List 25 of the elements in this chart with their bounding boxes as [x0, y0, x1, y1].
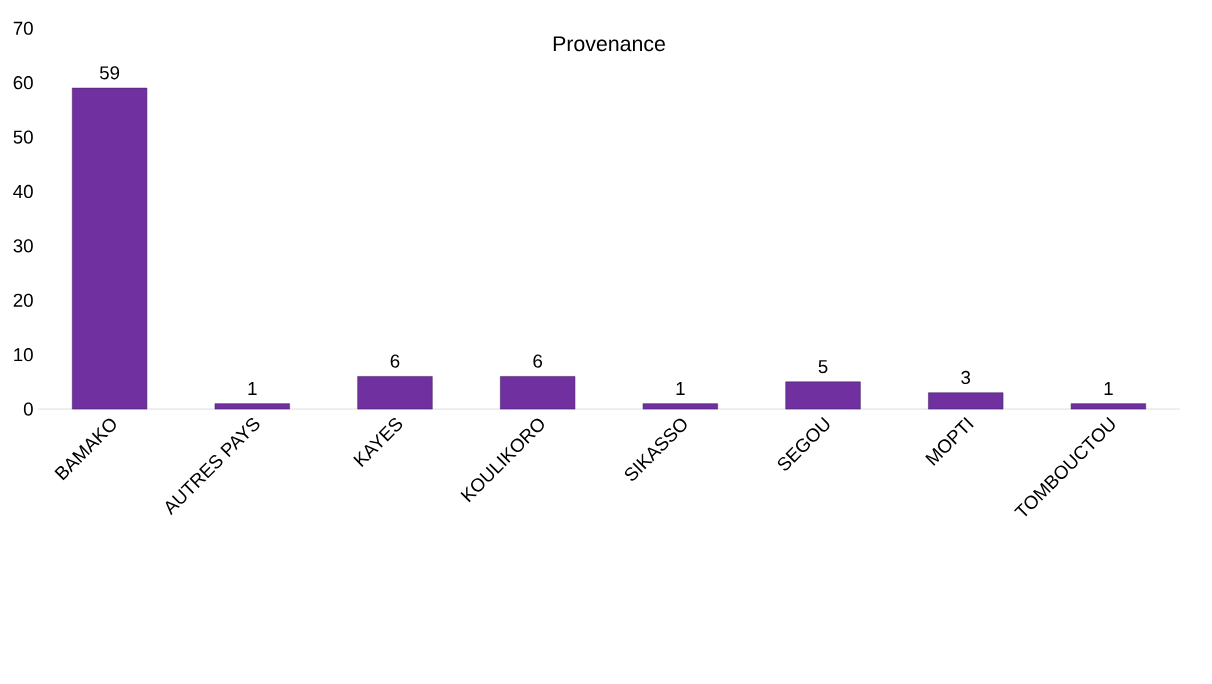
data-label: 6 — [533, 354, 543, 368]
data-label: 1 — [1104, 381, 1113, 395]
y-tick-label: 40 — [13, 184, 33, 198]
y-tick-label: 60 — [13, 75, 33, 90]
y-tick-label: 70 — [13, 21, 33, 35]
y-tick-label: 20 — [13, 293, 33, 307]
data-label: 1 — [248, 381, 257, 395]
bar — [214, 403, 290, 410]
data-label: 5 — [818, 360, 828, 374]
bar — [1070, 403, 1146, 410]
data-label: 3 — [961, 370, 971, 384]
bar — [500, 376, 576, 410]
bar — [928, 392, 1004, 410]
data-label: 59 — [99, 66, 120, 80]
y-tick-label: 10 — [14, 347, 33, 362]
bar — [785, 381, 861, 410]
y-tick-label: 30 — [13, 239, 33, 253]
bar — [642, 403, 718, 410]
data-label: 6 — [390, 354, 400, 368]
y-tick-label: 50 — [13, 130, 33, 144]
bar — [72, 87, 148, 410]
bar — [357, 376, 433, 410]
chart-title: Provenance — [553, 36, 665, 52]
y-tick-label: 0 — [23, 402, 33, 416]
data-label: 1 — [676, 381, 685, 395]
